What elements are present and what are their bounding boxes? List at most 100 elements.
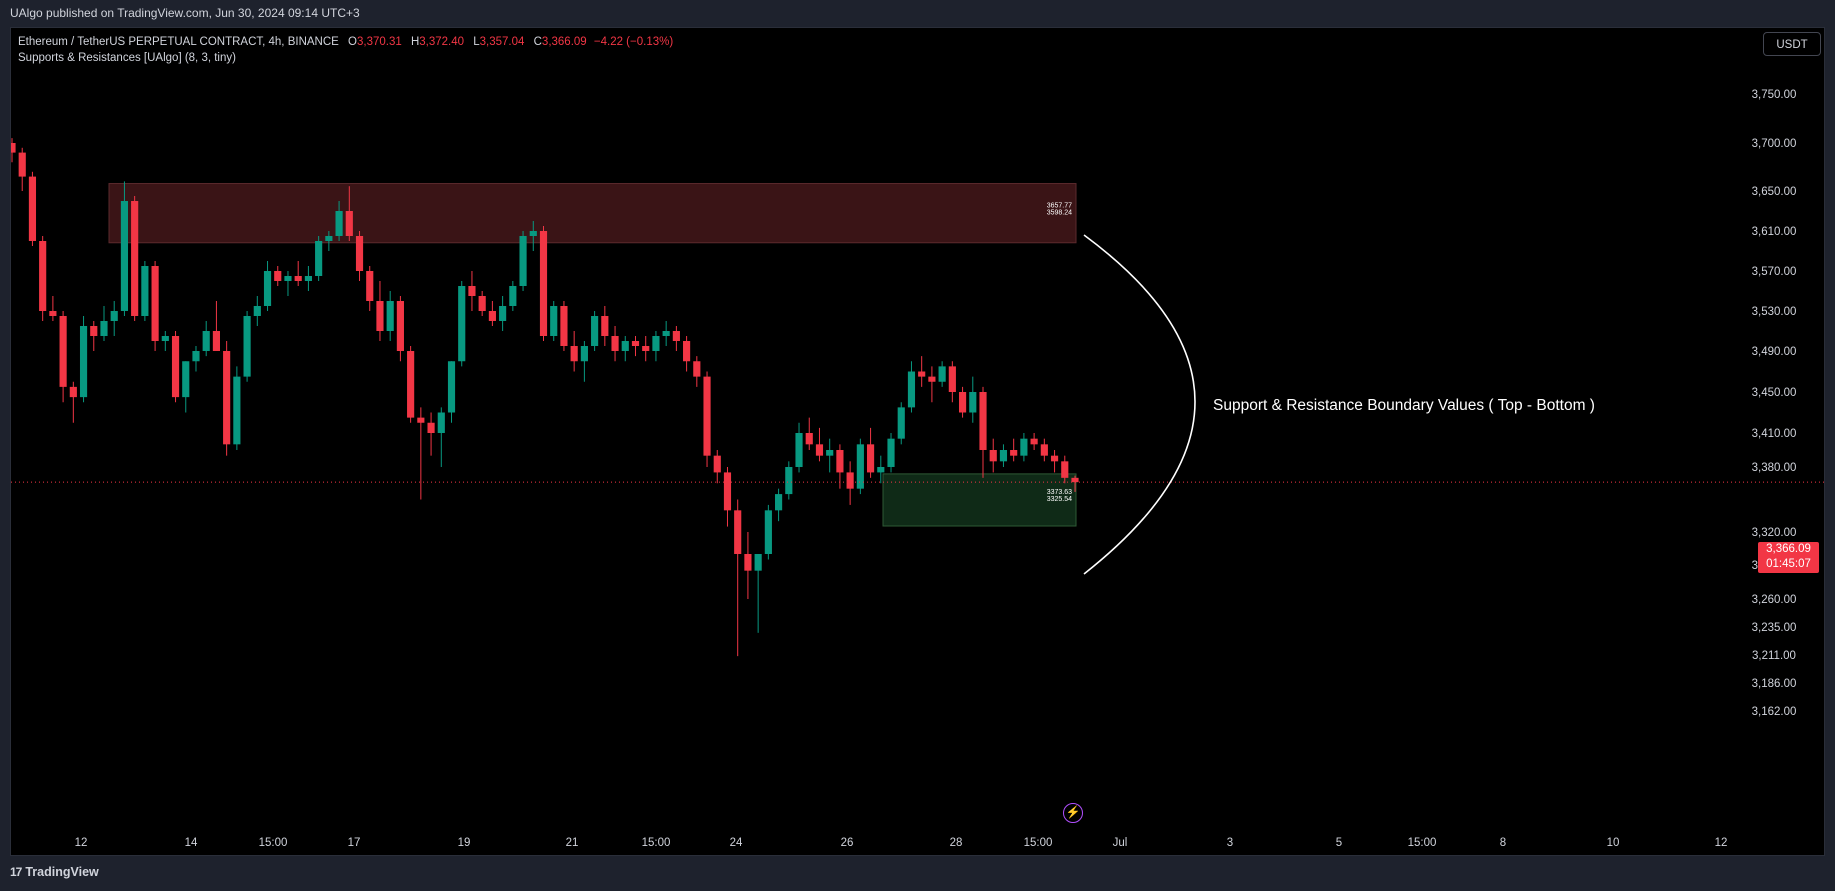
indicator-row[interactable]: Supports & Resistances [UAlgo] (8, 3, ti… — [18, 52, 236, 64]
candle-body — [1030, 438, 1038, 445]
y-tick-label: 3,211.00 — [1752, 650, 1796, 662]
candle-body — [887, 438, 895, 467]
candle-body — [366, 271, 374, 301]
candle-body — [897, 407, 905, 439]
resistance-top-value: 3657.77 — [1047, 203, 1072, 210]
candle-body — [580, 346, 588, 362]
candle-body — [182, 361, 190, 398]
x-tick-label: 8 — [1500, 837, 1506, 849]
candle-body — [856, 444, 864, 489]
candle-body — [539, 231, 548, 336]
candle-body — [621, 341, 629, 351]
candle-body — [304, 276, 312, 281]
candle-body — [345, 211, 353, 236]
candle-body — [325, 236, 333, 241]
candle-body — [764, 510, 772, 554]
candle-body — [826, 450, 834, 456]
x-tick-label: 21 — [566, 837, 579, 849]
lightning-icon[interactable]: ⚡ — [1063, 803, 1083, 823]
candle-body — [754, 554, 762, 571]
y-tick-label: 3,162.00 — [1752, 706, 1797, 718]
candle-body — [570, 346, 578, 362]
candle-body — [151, 266, 159, 341]
annotation-text: Support & Resistance Boundary Values ( T… — [1213, 397, 1595, 414]
candle-body — [386, 301, 394, 331]
candle-body — [509, 286, 517, 306]
candle-body — [315, 241, 323, 276]
candle-body — [253, 306, 261, 316]
currency-button[interactable]: USDT — [1763, 32, 1821, 56]
candle-body — [294, 276, 302, 281]
candle-body — [958, 392, 967, 413]
candle-body — [39, 241, 47, 311]
candle-body — [652, 336, 660, 351]
y-tick-label: 3,410.00 — [1752, 428, 1797, 440]
ohlc-close: C3,366.09 — [533, 36, 587, 48]
candle-body — [407, 351, 415, 418]
candle-body — [713, 455, 721, 473]
tradingview-logo[interactable]: 17 TradingView — [10, 865, 99, 879]
x-tick-label: 15:00 — [259, 837, 288, 849]
candle-body — [979, 392, 987, 450]
x-tick-label: 15:00 — [642, 837, 671, 849]
candle-body — [447, 361, 456, 413]
chart-pane[interactable]: 3,750.00 3,700.00 3,650.00 3,610.00 3,570.00… — [10, 27, 1825, 856]
current-price-value: 3,366.09 — [1766, 543, 1811, 555]
candle-body — [591, 316, 599, 346]
candle-body — [519, 236, 527, 286]
candle-body — [928, 376, 936, 382]
candle-body — [1040, 444, 1048, 456]
candle-body — [100, 321, 108, 336]
candle-body — [683, 341, 691, 362]
candle-body — [693, 361, 701, 377]
price-change: −4.22 (−0.13%) — [593, 36, 674, 48]
y-tick-label: 3,450.00 — [1752, 387, 1797, 399]
y-tick-label: 3,750.00 — [1752, 89, 1797, 101]
resistance-zone — [108, 183, 1077, 244]
candle-body — [488, 311, 496, 321]
footer-bar: 17 TradingView — [0, 856, 1835, 891]
bar-countdown: 01:45:07 — [1766, 558, 1811, 570]
x-tick-label: 17 — [348, 837, 361, 849]
y-tick-label: 3,380.00 — [1752, 462, 1797, 474]
candle-body — [601, 316, 609, 336]
candle-body — [785, 467, 793, 495]
x-tick-label: 28 — [950, 837, 963, 849]
candle-body — [969, 392, 977, 413]
x-tick-label: 26 — [841, 837, 854, 849]
y-tick-label: 3,186.00 — [1752, 678, 1797, 690]
candle-body — [233, 376, 241, 445]
candlestick-chart[interactable]: 3,750.00 3,700.00 3,650.00 3,610.00 3,570.00… — [11, 28, 1824, 855]
candle-body — [18, 152, 26, 177]
resistance-bottom-value: 3598.24 — [1047, 210, 1072, 217]
candle-body — [499, 306, 507, 321]
candle-body — [815, 444, 824, 456]
y-tick-label: 3,610.00 — [1752, 226, 1797, 238]
candle-body — [131, 201, 139, 316]
symbol-row: Ethereum / TetherUS PERPETUAL CONTRACT, … — [18, 34, 673, 50]
candle-body — [28, 176, 37, 241]
published-header: UAlgo published on TradingView.com, Jun … — [0, 0, 1835, 27]
tradingview-logo-icon: 17 — [10, 865, 22, 879]
candle-body — [110, 311, 118, 321]
x-tick-label: 19 — [458, 837, 471, 849]
y-tick-label: 3,235.00 — [1752, 622, 1797, 634]
candle-body — [223, 351, 231, 445]
candle-body — [734, 510, 742, 554]
x-tick-label: Jul — [1113, 837, 1128, 849]
candle-body — [79, 326, 88, 398]
candle-body — [918, 371, 926, 377]
y-tick-label: 3,260.00 — [1752, 594, 1797, 606]
candle-body — [396, 301, 404, 351]
candle-body — [560, 306, 568, 346]
symbol-title[interactable]: Ethereum / TetherUS PERPETUAL CONTRACT, … — [18, 36, 339, 48]
candle-body — [478, 296, 486, 311]
current-price-tag: 3,366.09 01:45:07 — [1758, 542, 1819, 573]
candle-body — [335, 211, 343, 236]
candle-body — [1061, 461, 1069, 478]
candle-body — [703, 376, 711, 456]
candle-body — [69, 386, 77, 398]
candle-body — [846, 472, 854, 489]
candle-body — [243, 316, 251, 377]
candle-body — [529, 231, 537, 236]
